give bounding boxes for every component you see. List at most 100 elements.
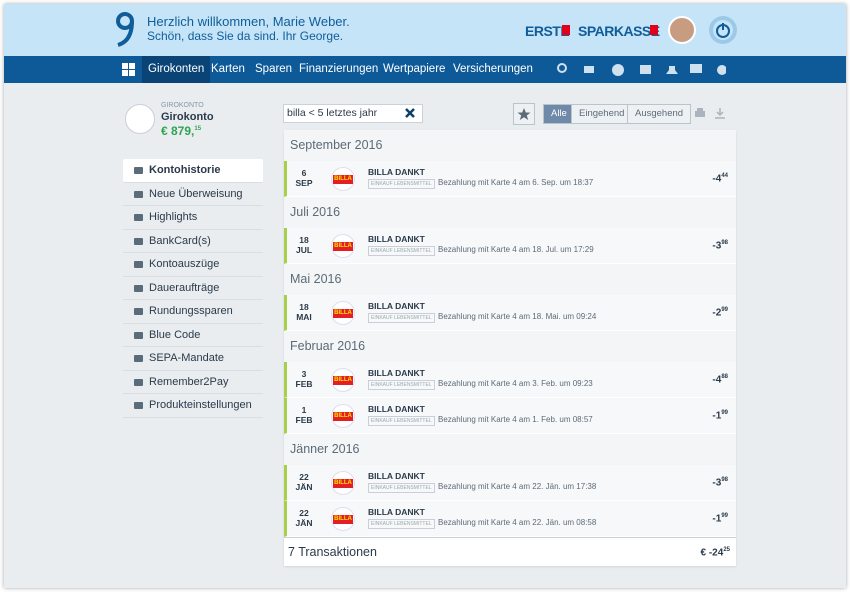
month-header: Februar 2016: [284, 331, 736, 362]
sidebar-item[interactable]: Neue Überweisung: [123, 183, 263, 206]
merchant: BILLA DANKT: [368, 234, 425, 244]
amount: -398: [712, 477, 728, 488]
brand2: SPARKASSE: [578, 23, 660, 39]
total: € -2425: [701, 547, 730, 558]
nav-bar: Girokonten Karten Sparen Finanzierungen Wert…: [4, 56, 846, 83]
merchant-logo: BILLA: [331, 368, 355, 392]
nav-item[interactable]: Girokonten: [142, 56, 211, 83]
filter-button[interactable]: Eingehend: [571, 104, 633, 124]
merchant: BILLA DANKT: [368, 368, 425, 378]
category: EINKAUF LEBENSMITTEL: [368, 179, 435, 189]
transaction-row[interactable]: 3 FEB BILLA BILLA DANKT EINKAUF LEBENSMITTEL…: [284, 362, 736, 398]
amount: -398: [712, 240, 728, 251]
amount-cents: 98: [721, 240, 728, 246]
description: Bezahlung mit Karte 4 am 18. Mai. um 09:…: [438, 312, 597, 321]
merchant-logo: BILLA: [331, 471, 355, 495]
clear-search[interactable]: [405, 108, 415, 118]
month-header: Juli 2016: [284, 197, 736, 228]
logo-text: BILLA: [333, 412, 353, 421]
subtitle: Schön, dass Sie da sind. Ihr George.: [147, 29, 344, 43]
sidebar-item[interactable]: Kontohistorie: [123, 159, 263, 183]
nav-item[interactable]: Finanzierungen: [299, 63, 379, 75]
sidebar-item[interactable]: BankCard(s): [123, 230, 263, 253]
category: EINKAUF LEBENSMITTEL: [368, 380, 435, 390]
filter-button[interactable]: Ausgehend: [627, 104, 692, 124]
total-main: € -24: [700, 547, 724, 559]
merchant-logo: BILLA: [331, 301, 355, 325]
account-label: GIROKONTO: [161, 102, 204, 109]
transaction-row[interactable]: 1 FEB BILLA BILLA DANKT EINKAUF LEBENSMITTEL…: [284, 398, 736, 434]
sidebar-item[interactable]: Highlights: [123, 206, 263, 230]
date-month: JÄN: [295, 482, 313, 492]
sidebar-label: Rundungssparen: [149, 305, 233, 317]
nav-item[interactable]: Wertpapiere: [383, 63, 446, 75]
transaction-row[interactable]: 22 JÄN BILLA BILLA DANKT EINKAUF LEBENSMITTE…: [284, 501, 736, 537]
account-name[interactable]: Girokonto: [161, 111, 214, 123]
date-day: 1: [301, 405, 307, 415]
amount-main: -2: [712, 307, 722, 319]
print-export[interactable]: [694, 107, 730, 121]
amount-main: -1: [712, 410, 722, 422]
brand-icon: [562, 25, 570, 35]
amount: -199: [712, 513, 728, 524]
sidebar-item[interactable]: Rundungssparen: [123, 300, 263, 324]
avatar[interactable]: [668, 16, 696, 44]
sidebar-label: SEPA-Mandate: [149, 352, 225, 364]
date-month: FEB: [295, 415, 313, 425]
sidebar-item[interactable]: Blue Code: [123, 324, 263, 347]
nav-item[interactable]: Karten: [211, 63, 245, 75]
transaction-row[interactable]: 18 JUL BILLA BILLA DANKT EINKAUF LEBENSMITTE…: [284, 228, 736, 264]
sidebar-icon: [134, 237, 143, 245]
brand: ERSTE: [525, 23, 570, 39]
description: Bezahlung mit Karte 4 am 22. Jän. um 17:…: [438, 482, 597, 491]
balance-cents: 15: [194, 126, 202, 132]
balance: € 879,: [161, 124, 195, 138]
sidebar-item[interactable]: SEPA-Mandate: [123, 347, 263, 371]
amount-main: -4: [712, 374, 722, 386]
date-day: 18: [299, 235, 309, 245]
description: Bezahlung mit Karte 4 am 1. Feb. um 08:5…: [438, 415, 593, 424]
date-day: 18: [299, 302, 309, 312]
sidebar-icon: [134, 308, 143, 315]
merchant: BILLA DANKT: [368, 471, 425, 481]
sidebar-label: Neue Überweisung: [149, 187, 243, 200]
date-day: 3: [301, 369, 307, 379]
category: EINKAUF LEBENSMITTEL: [368, 313, 435, 323]
transaction-row[interactable]: 18 MAI BILLA BILLA DANKT EINKAUF LEBENSMITTE…: [284, 295, 736, 331]
date-day: 22: [299, 508, 309, 518]
category: EINKAUF LEBENSMITTEL: [368, 519, 435, 529]
amount-cents: 99: [721, 513, 728, 519]
date-day: 6: [301, 168, 307, 178]
sidebar-icon: [134, 355, 143, 362]
date-month: JÄN: [295, 518, 313, 528]
amount-cents: 99: [721, 410, 728, 416]
sidebar-item[interactable]: Kontoauszüge: [123, 253, 263, 277]
merchant-logo: BILLA: [331, 507, 355, 531]
logo-text: BILLA: [333, 376, 353, 385]
merchant-logo: BILLA: [331, 167, 355, 191]
sidebar-item[interactable]: Produkteinstellungen: [123, 394, 263, 418]
amount-cents: 98: [721, 477, 728, 483]
merchant-logo: BILLA: [331, 404, 355, 428]
nav-item[interactable]: Sparen: [255, 63, 293, 75]
date-day: 22: [299, 472, 309, 482]
sidebar-label: Kontohistorie: [149, 164, 221, 176]
transaction-row[interactable]: 6 SEP BILLA BILLA DANKT EINKAUF LEBENSMITTEL…: [284, 161, 736, 197]
amount-main: -3: [712, 477, 722, 489]
window: Herzlich willkommen, Marie Weber. Schön,…: [4, 4, 846, 588]
sidebar-item[interactable]: Remember2Pay: [123, 371, 263, 394]
logout-button[interactable]: [708, 15, 738, 45]
sidebar-item[interactable]: Daueraufträge: [123, 277, 263, 300]
logo-text: BILLA: [333, 515, 353, 524]
favorite-button[interactable]: [513, 103, 535, 125]
overview-icon[interactable]: [122, 63, 135, 76]
sidebar-label: Kontoauszüge: [149, 258, 220, 270]
amount-cents: 88: [721, 374, 728, 380]
transaction-row[interactable]: 22 JÄN BILLA BILLA DANKT EINKAUF LEBENSMITTE…: [284, 465, 736, 501]
sidebar-label: BankCard(s): [149, 234, 211, 247]
logo-text: BILLA: [333, 175, 353, 184]
search-input[interactable]: billa < 5 letztes jahr: [283, 104, 423, 123]
nav-item[interactable]: Versicherungen: [453, 63, 533, 75]
list-footer: 7 Transaktionen € -2425: [284, 537, 736, 566]
george-logo: [116, 12, 134, 47]
